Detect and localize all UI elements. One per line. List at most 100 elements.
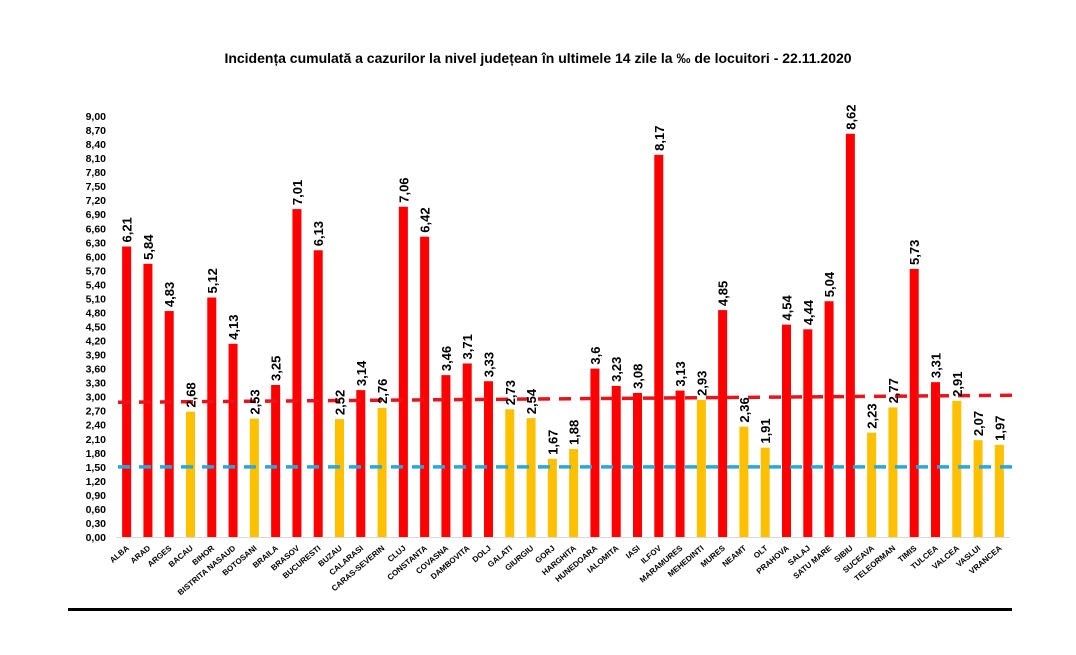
value-label: 5,12 [205,268,220,293]
y-tick-label: 8,10 [86,153,107,165]
bar-constanta [420,236,430,538]
y-tick-label: 1,50 [86,462,107,474]
value-label: 3,31 [929,353,944,378]
y-tick-label: 8,40 [86,139,107,151]
value-label: 1,91 [758,418,773,443]
y-tick-label: 2,40 [86,420,107,432]
y-tick-label: 5,70 [86,265,107,277]
value-label: 7,06 [396,177,411,202]
y-tick-label: 5,40 [86,279,107,291]
y-tick-label: 9,00 [86,111,107,123]
y-tick-label: 4,50 [86,322,107,334]
value-label: 6,13 [311,221,326,246]
y-axis: 0,00 0,30 0,60 0,90 1,20 1,50 1,80 2,10 2,40 2,70… [86,111,107,544]
bar-galati [505,409,515,537]
bar-braila [271,384,281,537]
chart-title: Incidența cumulată a cazurilor la nivel … [224,50,852,66]
value-label: 3,23 [609,357,624,382]
value-label: 3,25 [269,356,284,381]
bar-tulcea [931,382,940,537]
y-tick-label: 0,30 [86,518,107,530]
bar-mehedinti [696,399,706,537]
bar-teleorman [888,407,898,537]
bar-buzau [335,419,344,537]
bar-salaj [803,329,813,537]
y-tick-label: 2,10 [86,434,107,446]
bar-hunedoara [590,368,600,537]
bar-mures [718,310,728,537]
bar-caras-severin [377,407,387,537]
y-tick-label: 6,60 [86,223,107,235]
value-label: 4,13 [226,314,241,339]
value-label: 2,53 [247,389,262,414]
bar-ialomita [611,385,621,537]
value-label: 5,04 [822,271,837,297]
y-tick-label: 5,10 [86,293,107,305]
value-label: 3,46 [439,346,454,371]
bar-botosani [249,418,259,537]
bar-dambovita [462,363,472,537]
value-label: 4,83 [162,282,177,307]
value-labels-group: 6,21 5,84 4,83 2,68 5,12 4,13 2,53 3,25 7,01 6,13… [120,104,1008,454]
value-label: 2,77 [886,378,901,403]
bar-dolj [484,381,493,537]
value-label: 1,88 [567,420,582,445]
value-label: 6,21 [120,217,135,242]
bar-covasna [441,375,451,537]
bar-bistrita-nasaud [228,343,238,537]
bar-satu-mare [824,301,834,537]
bar-vrancea [994,444,1004,537]
bar-iasi [633,392,642,537]
value-label: 3,08 [631,364,646,389]
bar-bacau [186,411,195,537]
y-tick-label: 0,60 [86,504,107,516]
y-tick-label: 6,00 [86,251,107,263]
value-label: 1,67 [545,430,560,455]
bar-bihor [207,297,217,537]
bar-harghita [569,449,579,537]
bar-ilfov [654,154,664,537]
bar-vaslui [973,440,983,537]
bar-calarasi [356,390,366,537]
y-tick-label: 7,20 [86,195,107,207]
y-tick-label: 3,90 [86,350,107,362]
value-label: 4,85 [716,281,731,306]
bar-maramures [675,390,685,537]
value-label: 3,6 [588,347,603,365]
value-label: 2,73 [503,380,518,405]
x-tick-label: ALBA [108,543,131,564]
y-tick-label: 6,30 [86,237,107,249]
value-label: 4,44 [801,299,816,325]
y-tick-label: 4,20 [86,336,107,348]
y-tick-label: 1,20 [86,476,107,488]
bar-giurgiu [526,418,536,537]
value-label: 4,54 [780,295,795,321]
bar-bucuresti [313,250,323,537]
y-tick-label: 3,30 [86,378,107,390]
value-label: 2,76 [375,379,390,404]
value-label: 7,01 [290,180,305,205]
bottom-border-line [68,608,1012,611]
bar-suceava [867,432,877,537]
value-label: 2,68 [184,382,199,407]
value-label: 2,23 [865,403,880,428]
bar-prahova [782,324,791,537]
x-tick-label: BACAU [167,543,195,569]
bar-gorj [547,458,557,537]
bar-arges [164,311,174,537]
value-label: 3,71 [460,334,475,359]
value-label: 1,97 [992,416,1007,441]
bar-alba [122,246,132,537]
value-label: 6,42 [418,207,433,232]
y-tick-label: 4,80 [86,307,107,319]
bar-neamt [739,426,749,537]
reference-lines [117,393,1013,469]
bar-valcea [952,400,962,537]
value-label: 8,17 [652,126,667,151]
y-tick-label: 6,90 [86,209,107,221]
value-label: 3,13 [673,361,688,386]
y-tick-label: 8,70 [86,125,107,137]
value-label: 2,93 [694,371,709,396]
value-label: 5,84 [141,234,156,260]
